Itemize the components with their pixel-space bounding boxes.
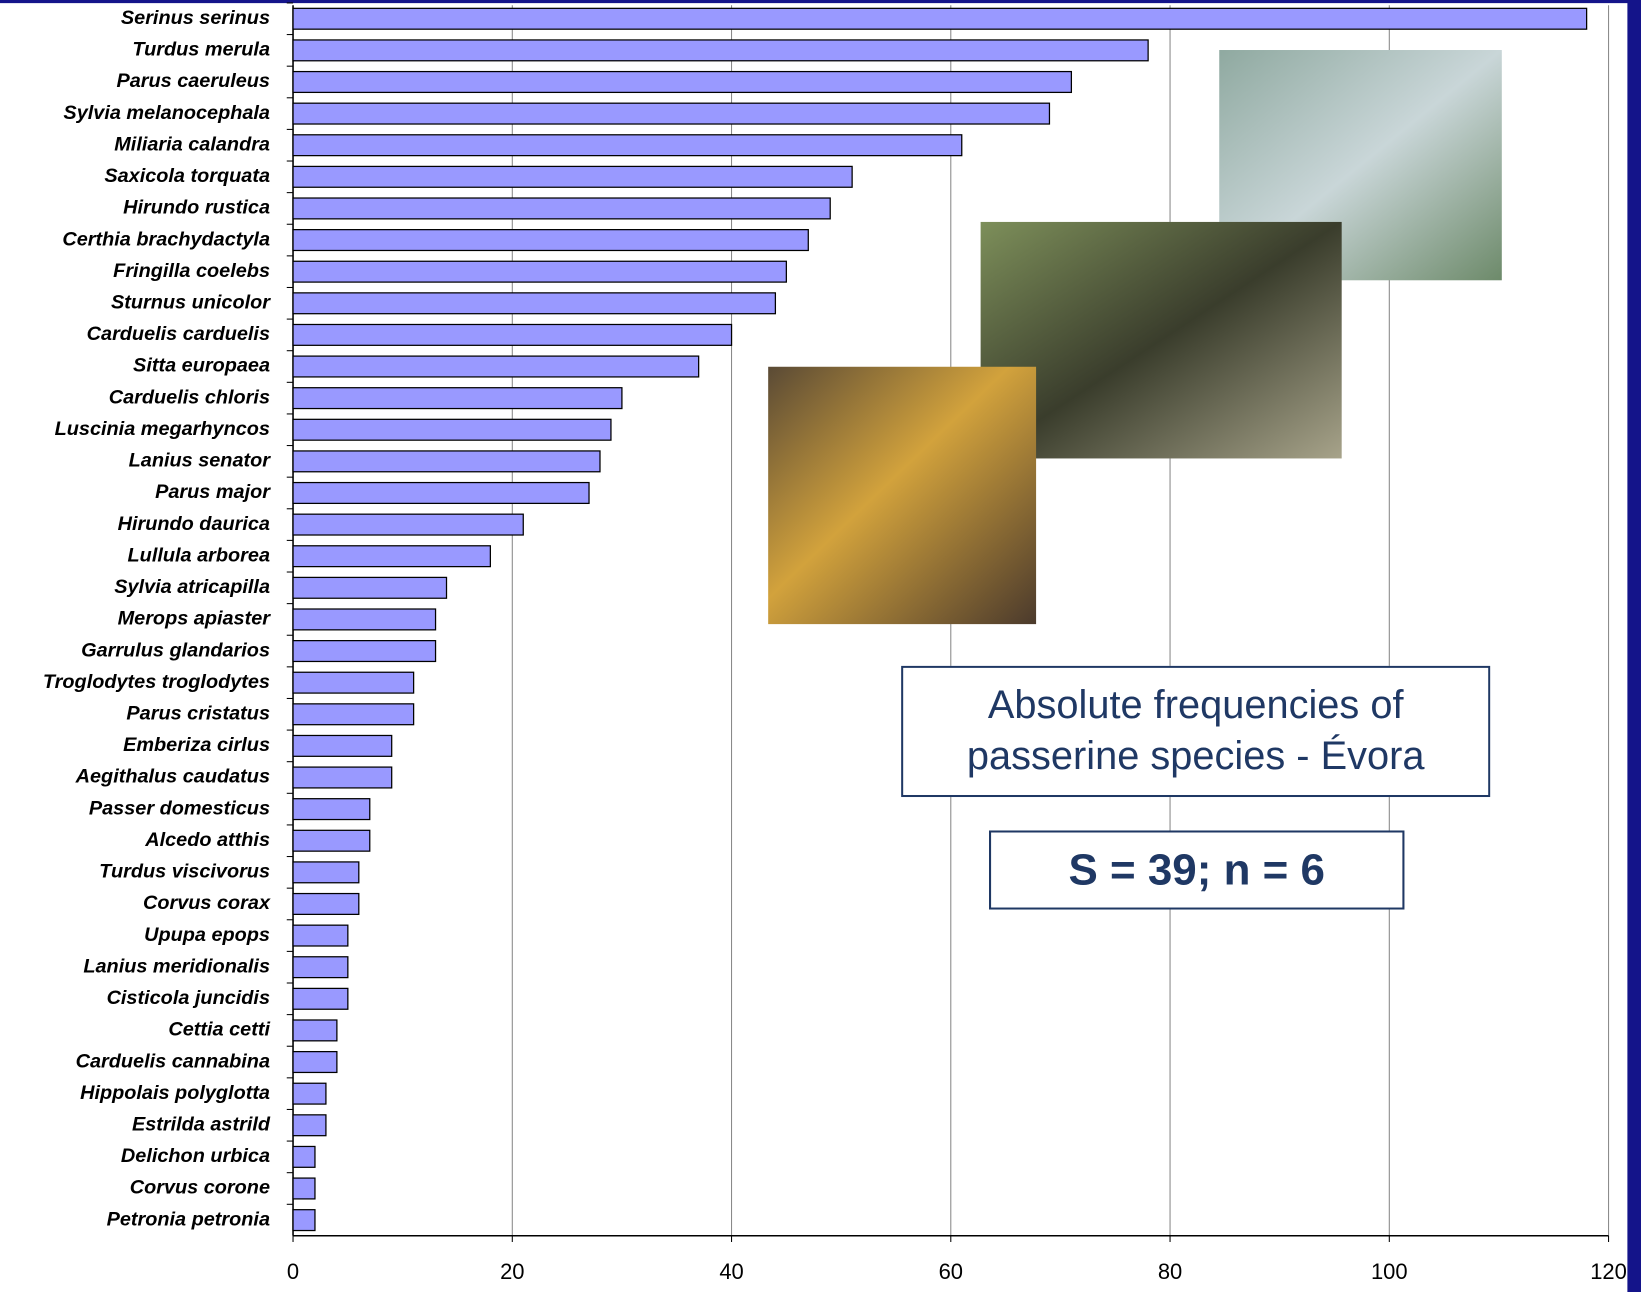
y-tick-label: Carduelis carduelis <box>87 323 270 345</box>
y-tick-label: Parus cristatus <box>126 703 270 725</box>
bar <box>292 545 491 568</box>
bar <box>292 323 733 346</box>
bird-photo <box>768 366 1037 625</box>
x-tick-label: 60 <box>939 1259 963 1284</box>
y-tick-label: Parus caeruleus <box>116 70 270 92</box>
bar <box>292 576 448 599</box>
y-tick-label: Aegithalus caudatus <box>75 766 270 788</box>
x-tick-label: 20 <box>500 1259 524 1284</box>
bar <box>292 165 853 188</box>
bar <box>292 1177 316 1200</box>
y-tick-label: Saxicola torquata <box>104 165 270 187</box>
bar <box>292 924 349 947</box>
y-tick-label: Troglodytes troglodytes <box>43 671 270 693</box>
y-tick-label: Emberiza cirlus <box>123 734 270 756</box>
bar <box>292 703 415 726</box>
y-tick-label: Carduelis cannabina <box>76 1050 270 1072</box>
bar <box>292 671 415 694</box>
bar <box>292 1019 338 1042</box>
x-tick-label: 80 <box>1158 1259 1182 1284</box>
y-tick-label: Parus major <box>155 481 271 503</box>
bar <box>292 70 1073 94</box>
bar <box>292 1082 327 1105</box>
y-tick-label: Sylvia melanocephala <box>63 102 270 124</box>
y-tick-label: Carduelis chloris <box>109 386 270 408</box>
x-tick-label: 40 <box>719 1259 743 1284</box>
bar <box>292 987 349 1010</box>
y-tick-label: Lanius meridionalis <box>83 955 270 977</box>
bar <box>292 387 623 410</box>
y-tick-label: Sylvia atricapilla <box>114 576 270 598</box>
bar <box>292 1050 338 1074</box>
y-tick-label: Lullula arborea <box>128 544 270 566</box>
bar <box>292 640 437 663</box>
bar <box>292 513 524 536</box>
y-tick-label: Serinus serinus <box>121 7 270 29</box>
bar <box>292 418 612 441</box>
y-tick-label: Sitta europaea <box>133 355 270 377</box>
right-border <box>1627 0 1641 1292</box>
y-tick-label: Merops apiaster <box>118 608 272 630</box>
bar <box>292 102 1051 125</box>
bar <box>292 481 590 505</box>
y-tick-label: Lanius senator <box>129 450 272 472</box>
y-tick-label: Passer domesticus <box>89 797 270 819</box>
y-tick-label: Miliaria calandra <box>114 133 270 155</box>
y-tick-label: Sturnus unicolor <box>111 292 271 314</box>
bar <box>292 7 1588 30</box>
y-tick-label: Cisticola juncidis <box>107 987 270 1009</box>
bar <box>292 892 360 916</box>
y-tick-label: Luscinia megarhyncos <box>55 418 270 440</box>
bar <box>292 355 700 378</box>
bar <box>292 1114 327 1137</box>
y-tick-label: Hippolais polyglotta <box>80 1082 270 1104</box>
y-tick-label: Delichon urbica <box>121 1145 270 1167</box>
annotation: S = 39; n = 6 <box>988 830 1405 910</box>
bar <box>292 829 371 852</box>
chart-title: Absolute frequencies of passerine specie… <box>901 665 1491 798</box>
bar <box>292 861 360 884</box>
y-tick-label: Hirundo daurica <box>118 513 270 535</box>
y-tick-label: Estrilda astrild <box>132 1114 271 1136</box>
y-tick-label: Turdus viscivorus <box>99 861 270 883</box>
title-box: Absolute frequencies of passerine specie… <box>901 665 1491 798</box>
x-tick-label: 0 <box>287 1259 299 1284</box>
bar <box>292 39 1149 62</box>
bar <box>292 766 393 789</box>
bar <box>292 956 349 979</box>
bar <box>292 798 371 821</box>
bar <box>292 1209 316 1232</box>
y-tick-label: Corvus corone <box>130 1177 270 1199</box>
bar <box>292 260 787 283</box>
y-tick-label: Hirundo rustica <box>123 197 270 219</box>
bird-photo <box>980 221 1342 459</box>
y-tick-label: Upupa epops <box>144 924 270 946</box>
bar <box>292 134 963 157</box>
y-tick-label: Petronia petronia <box>107 1208 270 1230</box>
y-tick-label: Certhia brachydactyla <box>62 228 270 250</box>
x-tick-label: 100 <box>1371 1259 1408 1284</box>
y-tick-label: Garrulus glandarios <box>81 639 270 661</box>
annotation-box: S = 39; n = 6 <box>988 830 1405 910</box>
y-tick-label: Fringilla coelebs <box>113 260 270 282</box>
y-tick-label: Cettia cetti <box>168 1019 270 1041</box>
bar <box>292 734 393 757</box>
bar <box>292 1145 316 1168</box>
bar <box>292 197 831 220</box>
y-tick-label: Corvus corax <box>143 892 271 914</box>
bar <box>292 608 437 631</box>
x-tick-label: 120 <box>1590 1259 1627 1284</box>
bar <box>292 229 809 252</box>
bar <box>292 450 601 473</box>
y-tick-label: Turdus merula <box>132 39 270 61</box>
y-tick-label: Alcedo atthis <box>144 829 270 851</box>
top-border <box>0 0 1641 4</box>
bar <box>292 292 777 315</box>
